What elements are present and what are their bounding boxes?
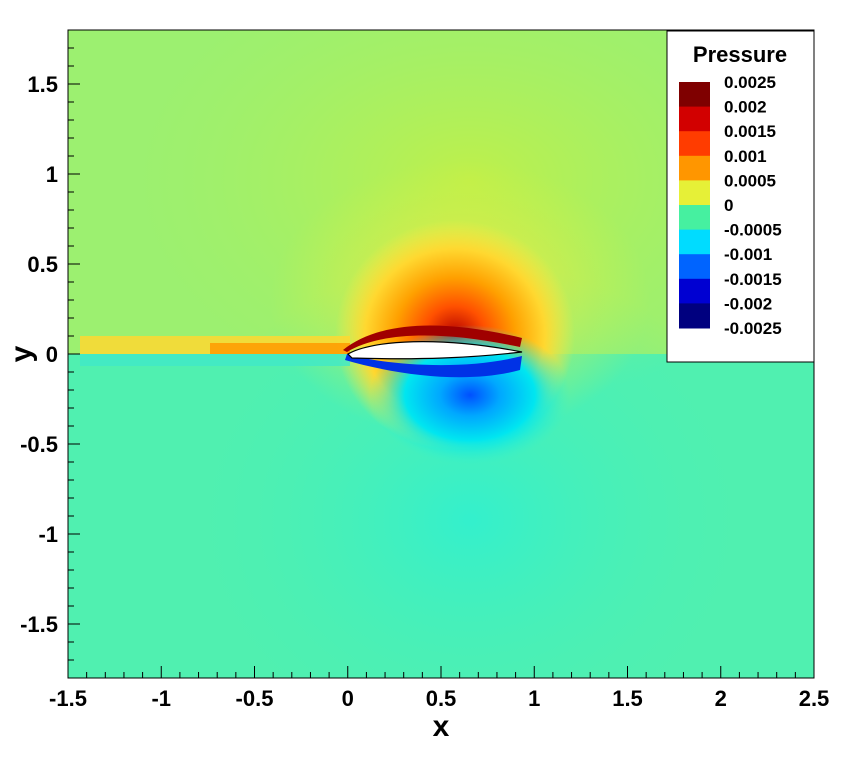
y-tick-label: -0.5	[20, 432, 58, 457]
axis-ticks	[67, 29, 815, 679]
x-tick-label: 1	[528, 686, 540, 711]
colorbar-label: -0.002	[724, 294, 772, 313]
x-tick-label: 2.5	[799, 686, 830, 711]
colorbar-segment	[679, 254, 710, 280]
colorbar-label: 0	[724, 196, 733, 215]
y-tick-labels: 1.5 1 0.5 0 -0.5 -1 -1.5	[20, 72, 58, 637]
y-axis-title: y	[5, 345, 38, 362]
colorbar-segment	[679, 278, 710, 304]
colorbar-segment	[679, 303, 710, 329]
colorbar-label: 0.0005	[724, 171, 776, 190]
y-tick-label: -1.5	[20, 612, 58, 637]
x-tick-label: 2	[715, 686, 727, 711]
x-tick-label: -1.5	[49, 686, 87, 711]
colorbar-segment	[679, 155, 710, 181]
x-tick-label: 0.5	[426, 686, 457, 711]
colorbar-segment	[679, 229, 710, 255]
colorbar-segment	[679, 205, 710, 231]
y-tick-label: 1	[46, 162, 58, 187]
colorbar-segment	[679, 180, 710, 206]
colorbar-label: -0.001	[724, 245, 772, 264]
colorbar-segment	[679, 131, 710, 157]
y-tick-label: 1.5	[27, 72, 58, 97]
y-tick-label: -1	[38, 522, 58, 547]
colorbar-segment	[679, 106, 710, 132]
colorbar-label: 0.002	[724, 98, 767, 117]
x-tick-label: 0	[342, 686, 354, 711]
legend-title: Pressure	[693, 42, 787, 67]
y-tick-label: 0	[46, 342, 58, 367]
x-axis-title: x	[433, 710, 450, 743]
airfoil-body	[347, 341, 523, 360]
x-tick-label: 1.5	[612, 686, 643, 711]
legend: Pressure 0.0025 0.002 0.0015 0.001 0.0005 0 -0…	[666, 30, 815, 363]
colorbar-labels: 0.0025 0.002 0.0015 0.001 0.0005 0 -0.0005 -0.0…	[724, 73, 782, 338]
colorbar-label: 0.001	[724, 147, 767, 166]
colorbar-label: -0.0025	[724, 319, 782, 338]
x-tick-label: -0.5	[236, 686, 274, 711]
colorbar-segment	[679, 82, 710, 108]
x-tick-label: -1	[151, 686, 171, 711]
colorbar-label: -0.0015	[724, 270, 782, 289]
colorbar-label: -0.0005	[724, 221, 782, 240]
y-tick-label: 0.5	[27, 252, 58, 277]
colorbar-label: 0.0015	[724, 122, 776, 141]
colorbar-label: 0.0025	[724, 73, 776, 92]
x-tick-labels: -1.5 -1 -0.5 0 0.5 1 1.5 2 2.5	[49, 686, 829, 711]
colorbar	[679, 82, 710, 329]
